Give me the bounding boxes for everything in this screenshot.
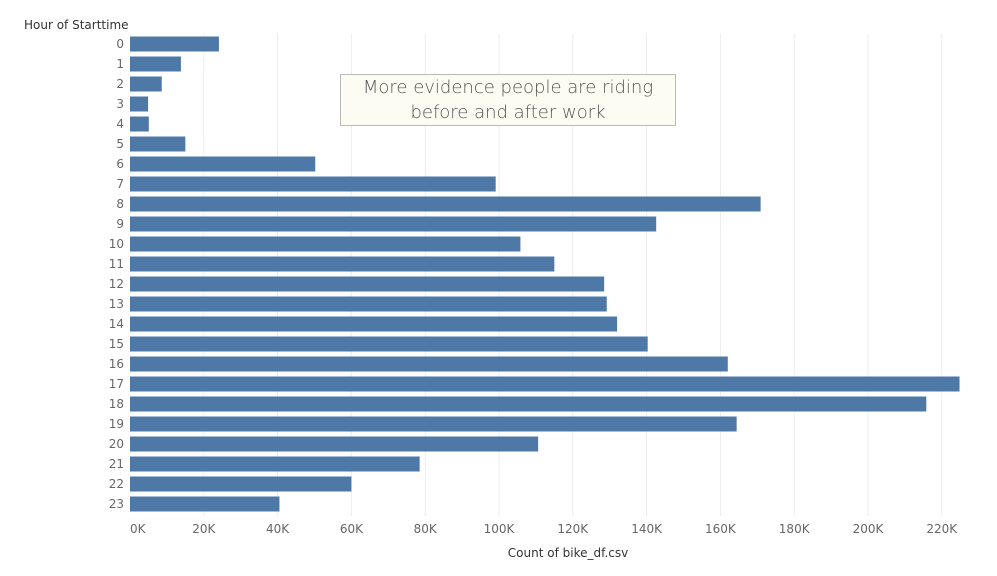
- y-tick-label: 5: [116, 137, 124, 151]
- y-tick-label: 10: [109, 237, 124, 251]
- bar-hour-14[interactable]: [130, 316, 618, 332]
- bar-hour-12[interactable]: [130, 276, 605, 292]
- bar-hour-13[interactable]: [130, 296, 607, 312]
- bar-hour-10[interactable]: [130, 236, 521, 252]
- y-tick-label: 22: [109, 477, 124, 491]
- y-tick-label: 20: [109, 437, 124, 451]
- y-tick-label: 15: [109, 337, 124, 351]
- x-tick-label: 60K: [340, 522, 364, 536]
- bar-hour-5[interactable]: [130, 136, 186, 152]
- annotation-text: More evidence people are riding before a…: [362, 77, 654, 123]
- bar-hour-9[interactable]: [130, 216, 657, 232]
- x-tick-label: 220K: [926, 522, 958, 536]
- x-tick-label: 160K: [705, 522, 737, 536]
- bar-hour-4[interactable]: [130, 116, 149, 132]
- bar-hour-8[interactable]: [130, 196, 761, 212]
- bar-hour-17[interactable]: [130, 376, 960, 392]
- y-tick-label: 13: [109, 297, 124, 311]
- bar-hour-11[interactable]: [130, 256, 555, 272]
- y-tick-label: 19: [109, 417, 124, 431]
- bar-hour-2[interactable]: [130, 76, 162, 92]
- x-tick-label: 100K: [484, 522, 516, 536]
- bar-hour-6[interactable]: [130, 156, 316, 172]
- annotation-box: More evidence people are riding before a…: [340, 74, 676, 126]
- y-tick-label: 2: [116, 77, 124, 91]
- x-tick-label: 80K: [414, 522, 438, 536]
- bar-hour-20[interactable]: [130, 436, 539, 452]
- bars: [130, 36, 960, 512]
- y-tick-label: 0: [116, 37, 124, 51]
- y-tick-label: 7: [116, 177, 124, 191]
- x-tick-label: 120K: [557, 522, 589, 536]
- y-tick-label: 18: [109, 397, 124, 411]
- bar-hour-18[interactable]: [130, 396, 927, 412]
- x-tick-label: 200K: [853, 522, 885, 536]
- y-tick-label: 23: [109, 497, 124, 511]
- y-tick-label: 14: [109, 317, 124, 331]
- y-tick-label: 8: [116, 197, 124, 211]
- y-tick-label: 4: [116, 117, 124, 131]
- bar-hour-22[interactable]: [130, 476, 352, 492]
- y-axis-title: Hour of Starttime: [24, 18, 129, 32]
- x-tick-labels: 0K 20K 40K 60K 80K 100K 120K 140K 160K 180K 200K 22…: [130, 522, 958, 536]
- y-tick-label: 1: [116, 57, 124, 71]
- bar-hour-21[interactable]: [130, 456, 420, 472]
- y-tick-label: 21: [109, 457, 124, 471]
- x-axis-title: Count of bike_df.csv: [508, 546, 628, 560]
- bar-hour-23[interactable]: [130, 496, 280, 512]
- y-tick-label: 17: [109, 377, 124, 391]
- bar-hour-7[interactable]: [130, 176, 496, 192]
- y-tick-label: 11: [109, 257, 124, 271]
- y-tick-label: 3: [116, 97, 124, 111]
- bar-hour-16[interactable]: [130, 356, 728, 372]
- y-tick-label: 6: [116, 157, 124, 171]
- bar-hour-0[interactable]: [130, 36, 219, 52]
- x-tick-label: 0K: [130, 522, 147, 536]
- bar-hour-19[interactable]: [130, 416, 737, 432]
- y-tick-label: 12: [109, 277, 124, 291]
- x-tick-label: 40K: [266, 522, 290, 536]
- bar-hour-1[interactable]: [130, 56, 181, 72]
- y-tick-label: 9: [116, 217, 124, 231]
- x-tick-label: 180K: [779, 522, 811, 536]
- bar-hour-15[interactable]: [130, 336, 648, 352]
- x-tick-label: 20K: [192, 522, 216, 536]
- y-tick-label: 16: [109, 357, 124, 371]
- bar-hour-3[interactable]: [130, 96, 149, 112]
- x-tick-label: 140K: [631, 522, 663, 536]
